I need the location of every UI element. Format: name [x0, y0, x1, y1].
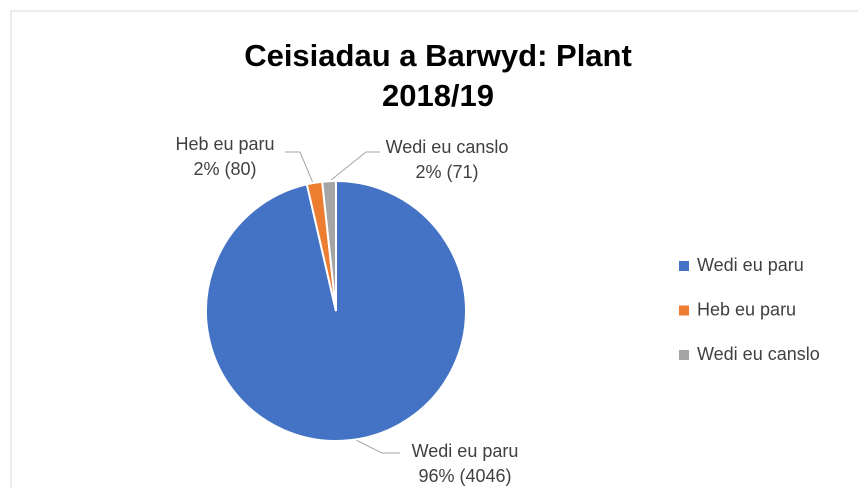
data-label-value: 96% (4046)	[418, 466, 511, 486]
legend-label: Wedi eu paru	[697, 255, 804, 275]
legend-swatch	[679, 305, 689, 316]
data-label-name: Heb eu paru	[175, 134, 274, 154]
legend-swatch	[679, 350, 689, 360]
chart-title: Ceisiadau a Barwyd: Plant 2018/19	[244, 38, 632, 113]
legend-swatch	[679, 261, 689, 271]
data-label-value: 2% (71)	[415, 162, 478, 182]
data-label-name: Wedi eu canslo	[386, 137, 509, 157]
pie-slice	[321, 179, 337, 312]
data-label-value: 2% (80)	[193, 159, 256, 179]
leader-line	[285, 151, 314, 184]
legend-label: Wedi eu canslo	[697, 344, 820, 364]
data-label-name: Wedi eu paru	[412, 441, 519, 461]
legend-label: Heb eu paru	[697, 299, 796, 319]
chart-border	[10, 10, 858, 488]
leader-line	[355, 439, 400, 454]
leader-line	[330, 151, 380, 181]
